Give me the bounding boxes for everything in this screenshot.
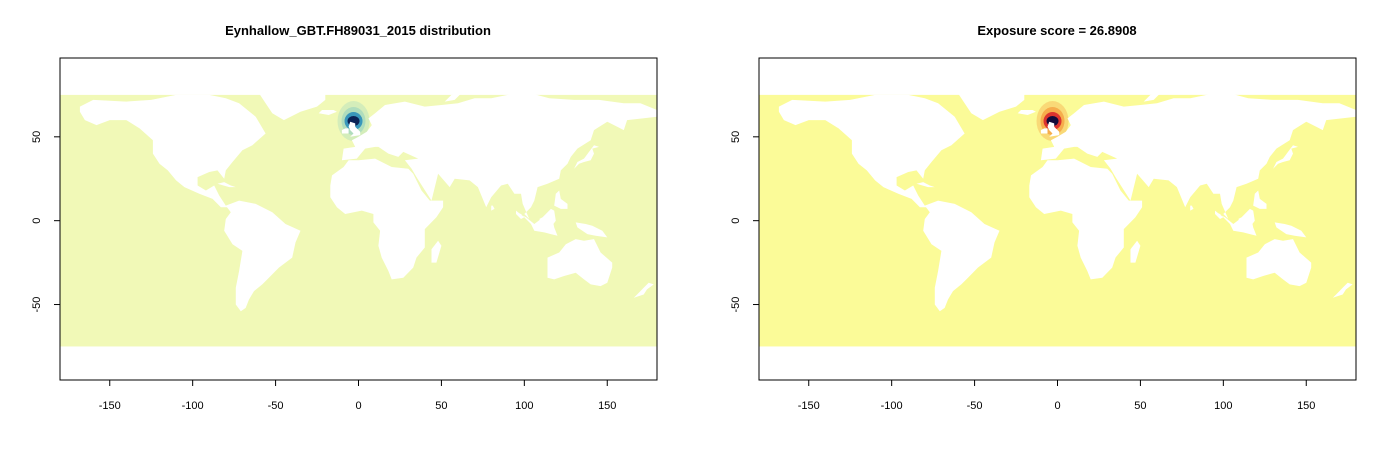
- y-tick-label: 0: [31, 218, 43, 224]
- land-uk: [1047, 121, 1060, 137]
- land-africa: [330, 158, 444, 280]
- land-north-america: [79, 94, 266, 208]
- land-new-guinea: [1274, 222, 1307, 238]
- plot-area-exposure: [759, 81, 1356, 347]
- land-madagascar: [1130, 240, 1141, 263]
- x-tick-label: -150: [99, 400, 121, 412]
- land-new-zealand: [633, 282, 654, 298]
- land-philippines: [1253, 190, 1267, 209]
- land-greenland: [938, 81, 1025, 121]
- land-borneo: [539, 208, 556, 228]
- x-tick-label: -50: [967, 400, 983, 412]
- land-south-america: [224, 200, 301, 312]
- land-madagascar: [431, 240, 442, 263]
- panel-title-distribution: Eynhallow_GBT.FH89031_2015 distribution: [225, 23, 491, 38]
- land-borneo: [1238, 208, 1255, 228]
- land-sri-lanka: [1190, 205, 1194, 211]
- x-tick-label: 100: [515, 400, 533, 412]
- x-tick-label: -100: [881, 400, 903, 412]
- land-eurasia: [1040, 91, 1356, 219]
- land-africa: [1029, 158, 1143, 280]
- land-north-america: [778, 94, 965, 208]
- land-australia: [547, 239, 613, 287]
- land-japan: [1273, 145, 1298, 169]
- x-tick-label: 150: [598, 400, 616, 412]
- plot-area-distribution: [60, 81, 657, 347]
- land-mask: [79, 81, 657, 312]
- x-tick-label: 0: [1054, 400, 1060, 412]
- land-novaya-zemlya: [1143, 91, 1171, 102]
- land-uk: [348, 121, 361, 137]
- x-axis: -150 -100 -50 0 50 100 150: [798, 379, 1315, 412]
- land-iceland: [318, 110, 337, 115]
- land-philippines: [554, 190, 568, 209]
- x-tick-label: 150: [1297, 400, 1315, 412]
- x-axis: -150 -100 -50 0 50 100 150: [99, 379, 616, 412]
- panel-exposure: Exposure score = 26.8908 -150 -100 -50 0 50 1…: [730, 23, 1357, 412]
- x-tick-label: 0: [355, 400, 361, 412]
- land-cuba: [217, 182, 236, 188]
- land-south-america: [923, 200, 1000, 312]
- x-tick-label: -50: [268, 400, 284, 412]
- land-sumatra-top: [516, 210, 525, 219]
- land-iceland: [1017, 110, 1036, 115]
- y-tick-label: 50: [730, 131, 742, 143]
- land-svalbard: [1077, 86, 1103, 92]
- land-ireland: [341, 128, 349, 134]
- land-japan: [574, 145, 599, 169]
- land-ireland: [1040, 128, 1048, 134]
- land-sri-lanka: [491, 205, 495, 211]
- land-new-guinea: [575, 222, 608, 238]
- land-svalbard: [378, 86, 404, 92]
- y-tick-label: 0: [730, 218, 742, 224]
- y-axis: -50 0 50: [730, 131, 760, 313]
- land-new-zealand: [1332, 282, 1353, 298]
- y-tick-label: 50: [31, 131, 43, 143]
- x-tick-label: 50: [1134, 400, 1146, 412]
- land-greenland: [239, 81, 326, 121]
- panel-distribution: Eynhallow_GBT.FH89031_2015 distribution …: [31, 23, 658, 412]
- land-mask: [778, 81, 1356, 312]
- x-tick-label: 50: [435, 400, 447, 412]
- y-axis: -50 0 50: [31, 131, 61, 313]
- land-eurasia: [341, 91, 657, 219]
- land-australia: [1246, 239, 1312, 287]
- x-tick-label: -100: [182, 400, 204, 412]
- y-tick-label: -50: [730, 297, 742, 313]
- land-novaya-zemlya: [444, 91, 472, 102]
- x-tick-label: -150: [798, 400, 820, 412]
- land-sumatra-top: [1215, 210, 1224, 219]
- y-tick-label: -50: [31, 297, 43, 313]
- land-cuba: [916, 182, 935, 188]
- x-tick-label: 100: [1214, 400, 1232, 412]
- panel-title-exposure: Exposure score = 26.8908: [977, 23, 1136, 38]
